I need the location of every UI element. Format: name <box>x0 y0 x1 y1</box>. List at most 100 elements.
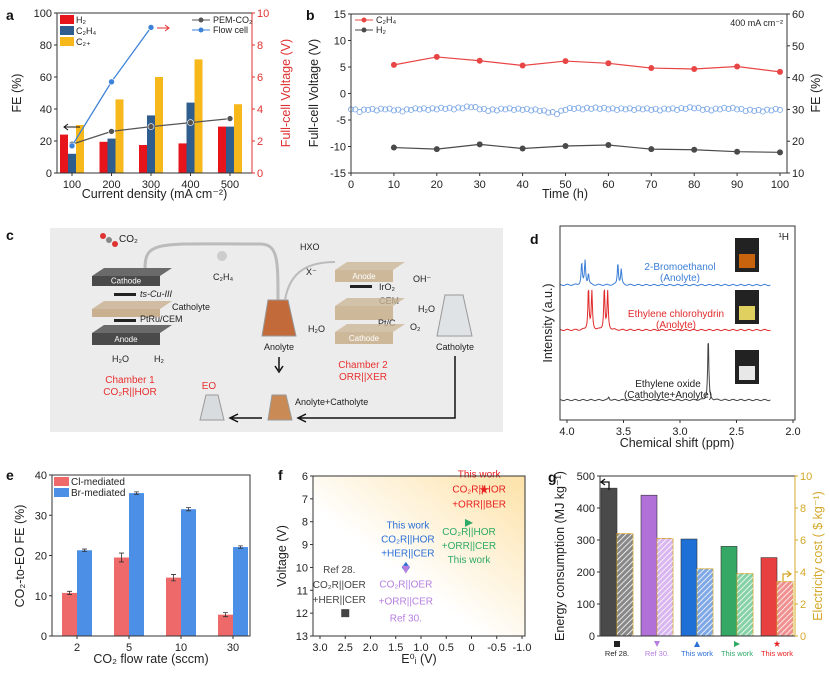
y-axis-title: CO₂-to-EO FE (%) <box>13 505 27 608</box>
error-bar <box>119 552 124 563</box>
y-axis-tick-label: -10 <box>330 142 346 154</box>
label-c2h4: C₂H₄ <box>213 272 233 282</box>
label-catholyte_in: Catholyte <box>172 302 210 312</box>
bar-Cl-mediated <box>218 614 233 636</box>
voltage-point <box>536 107 543 114</box>
y2-axis-tick-label: 0 <box>800 631 806 643</box>
category-label: Ref 28. <box>605 649 629 658</box>
y2-axis-tick-label: 4 <box>800 567 806 579</box>
point-H₂ <box>562 142 569 149</box>
point-triangle-down <box>401 565 410 574</box>
catalyst-layer <box>114 319 136 322</box>
point-label: +ORR||CER <box>442 541 496 552</box>
point-C₂H₄ <box>390 61 397 68</box>
bar-C₂H₄ <box>107 138 116 173</box>
voltage-point <box>519 106 526 113</box>
panel-label-d: d <box>530 231 539 247</box>
voltage-point <box>716 106 723 113</box>
voltage-point <box>622 106 629 113</box>
bar-C₂H₄ <box>147 115 155 173</box>
legend-marker <box>198 17 204 23</box>
x-axis-tick-label: 80 <box>688 179 700 191</box>
label-cathode1: Cathode <box>111 277 142 286</box>
voltage-point <box>498 105 505 112</box>
point-C₂H₄ <box>519 62 526 69</box>
arrow-right-axis-icon <box>782 570 793 581</box>
legend-marker <box>361 27 367 33</box>
point-C₂H₄ <box>605 60 612 67</box>
voltage-point <box>455 104 462 111</box>
catholyte-flask-icon <box>436 294 473 337</box>
point-label: This work <box>386 520 430 531</box>
x-axis-tick-label: 0 <box>348 179 354 191</box>
chart-d-frame <box>559 225 796 421</box>
x-axis-tick-label: 3.0 <box>312 642 327 654</box>
y-axis-tick-label: 9 <box>302 540 308 552</box>
y-axis-tick-label: 400 <box>577 503 595 515</box>
point-H₂ <box>390 144 397 151</box>
voltage-point <box>721 104 728 111</box>
y2-axis-tick-label: 0 <box>257 168 263 180</box>
arrow-left-icon <box>296 356 456 423</box>
x-axis-tick-label: 2.5 <box>729 426 744 438</box>
bar-Cl-mediated <box>166 577 181 636</box>
chart-f-frame <box>312 475 526 637</box>
cem-plate-top <box>335 298 405 306</box>
spectrum-1 <box>559 288 771 332</box>
voltage-point <box>502 106 509 113</box>
vial-liquid <box>739 254 755 268</box>
legend-label: C₂₊ <box>76 37 91 47</box>
chart-g: Ref 28. Ref 30. This work This work This wor… <box>553 471 825 658</box>
y-axis-tick-label: 200 <box>577 567 595 579</box>
x-axis-tick-label: 500 <box>221 179 239 191</box>
panel-label-e: e <box>6 467 14 483</box>
x-axis-tick-label: 0 <box>468 642 474 654</box>
spectrum-sublabel: (Anolyte) <box>656 320 696 331</box>
x-axis-tick-label: 400 <box>181 179 199 191</box>
spectrum-sublabel: (Catholyte+Anolyte) <box>624 390 712 401</box>
y-axis-tick-label: 15 <box>334 9 346 21</box>
x-axis-tick-label: 0.5 <box>439 642 454 654</box>
voltage-point <box>433 106 440 113</box>
point-Flow cell <box>68 142 76 150</box>
y2-axis-title: Full-cell Voltage (V) <box>279 39 293 147</box>
y-axis-tick-label: 500 <box>577 471 595 483</box>
x-axis-tick-label: 10 <box>388 179 400 191</box>
bar-Br-mediated <box>77 550 92 636</box>
label-hxo: HXO <box>300 242 320 252</box>
bar-cost-hatch <box>777 581 793 636</box>
voltage-point <box>631 106 638 113</box>
x-axis-title: CO₂ flow rate (sccm) <box>93 652 208 666</box>
point-label: CO₂R||HOR <box>442 527 496 538</box>
voltage-point <box>734 106 741 113</box>
voltage-point <box>669 105 676 112</box>
anode-plate-2-top <box>335 262 405 270</box>
y-axis-tick-label: 0 <box>41 631 47 643</box>
arrow-left-axis-icon <box>599 478 610 490</box>
legend-marker <box>198 27 204 33</box>
legend-swatch <box>60 15 74 24</box>
label-h2o1: H₂O <box>112 354 129 364</box>
voltage-point <box>528 107 535 114</box>
point-label: +ORR||CER <box>379 597 433 608</box>
x-axis-tick-label: 4.0 <box>559 426 574 438</box>
voltage-point <box>764 106 771 113</box>
y-axis-tick-label: 10 <box>334 36 346 48</box>
voltage-point <box>429 105 436 112</box>
voltage-point <box>613 106 620 113</box>
error-bar <box>67 590 72 595</box>
bar-H₂ <box>178 143 187 173</box>
bar-H₂ <box>99 141 108 173</box>
label-h2: H₂ <box>154 354 164 364</box>
chart-d: 2-Bromoethanol(Anolyte)Ethylene chlorohy… <box>541 225 801 450</box>
y-axis-tick-label: 100 <box>577 599 595 611</box>
arrow-right-icon <box>157 24 170 32</box>
y2-axis-tick-label: 50 <box>792 41 804 53</box>
bar-energy <box>640 494 658 637</box>
point-C₂H₄ <box>562 58 569 65</box>
panel-label-a: a <box>6 7 14 23</box>
point-C₂H₄ <box>734 63 741 70</box>
co2-molecule-icon <box>112 241 118 247</box>
y-axis-tick-label: -5 <box>336 115 346 127</box>
